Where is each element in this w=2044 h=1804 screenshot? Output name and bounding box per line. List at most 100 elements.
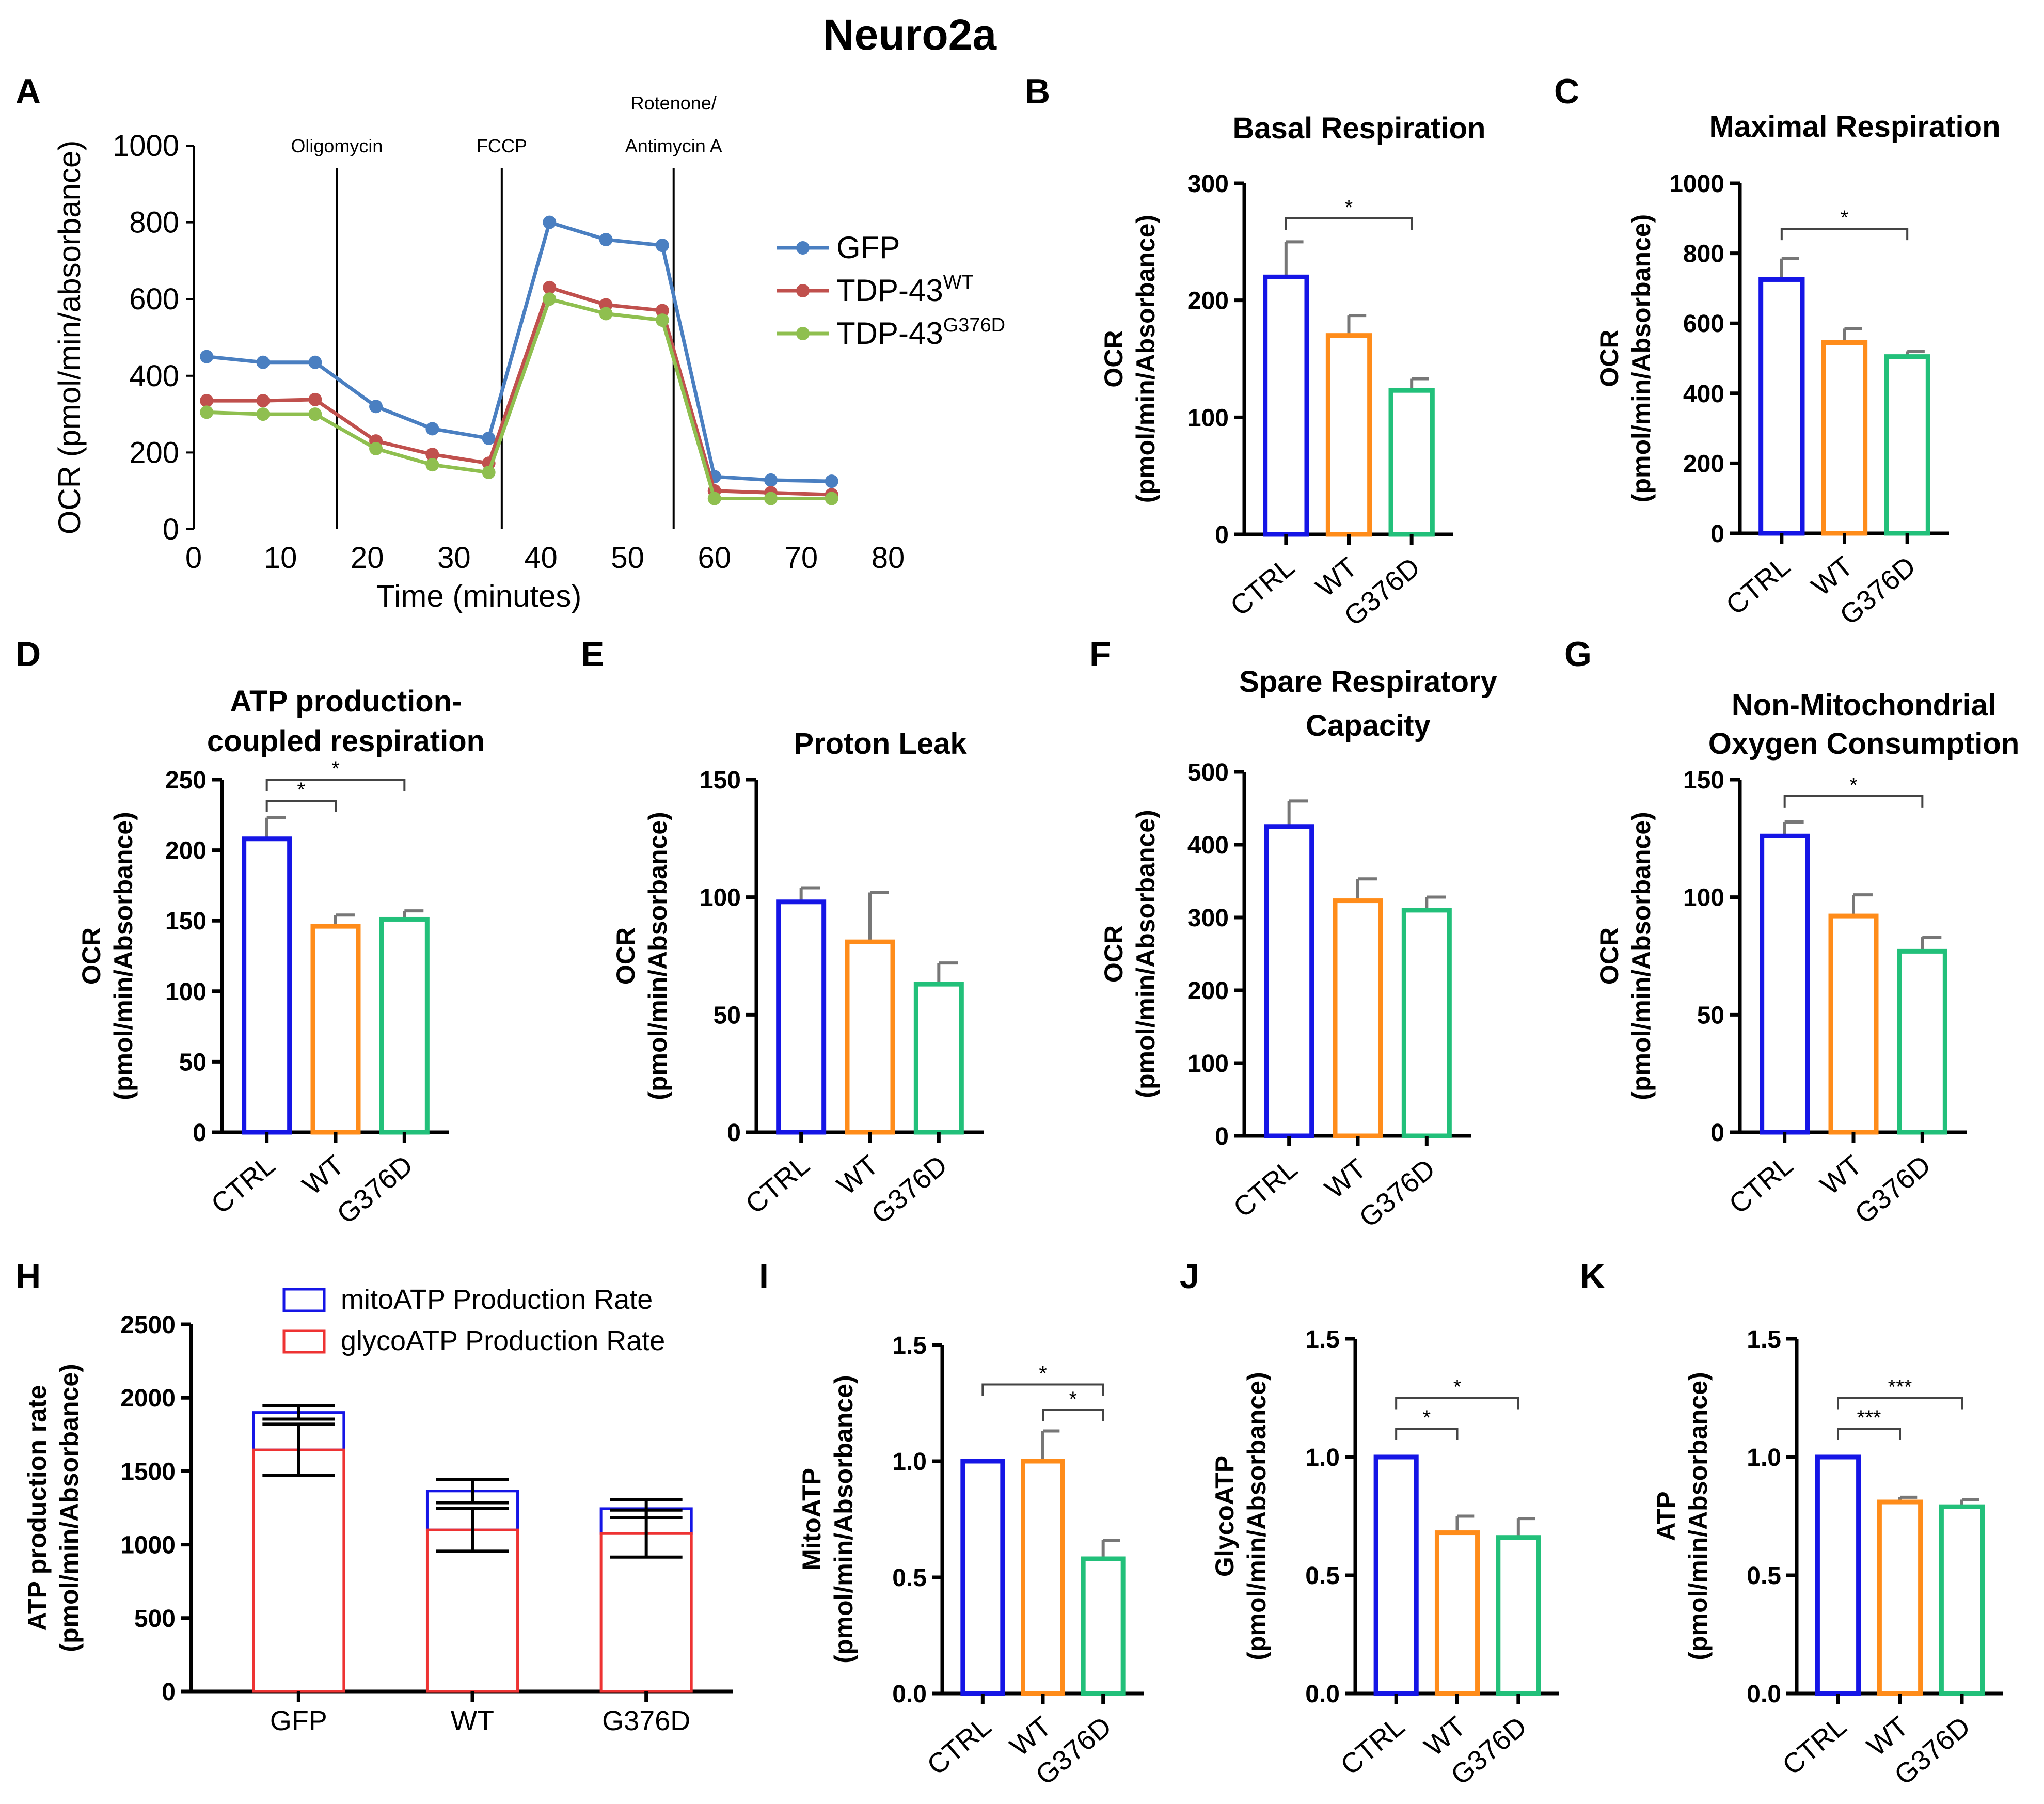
bar-g376d: [1897, 948, 1947, 1135]
significance-bracket: [1042, 1409, 1104, 1421]
y-tick-label: 500: [134, 1605, 176, 1633]
x-tick-label: GFP: [270, 1705, 327, 1736]
y-tick-label: 400: [1187, 832, 1229, 859]
y-tick-label: 600: [129, 282, 179, 316]
bar-glyco-g376d: [599, 1532, 693, 1693]
data-point: [482, 466, 496, 480]
y-axis-label: (pmol/min/Absorbance): [55, 1364, 84, 1652]
legend-label: GFP: [836, 230, 900, 265]
bar-ctrl: [960, 1459, 1005, 1696]
panel-letter: H: [15, 1257, 41, 1296]
significance-bracket: [1837, 1397, 1963, 1410]
injection-label: Oligomycin: [291, 135, 383, 156]
y-tick-label: 200: [165, 837, 207, 865]
y-tick-label: 0: [1215, 521, 1229, 549]
y-tick-label: 1.5: [1747, 1326, 1781, 1353]
y-tick-label: 0: [162, 1679, 176, 1706]
data-point: [200, 394, 214, 408]
y-tick-label: 150: [1683, 767, 1724, 794]
y-axis-label: (pmol/min/Absorbance): [829, 1375, 858, 1663]
panel-letter: J: [1180, 1257, 1199, 1296]
panel-c: C Maximal Respiration 0 200 400 600 800 1000 CTR…: [1554, 72, 2001, 631]
y-tick-label: 1000: [120, 1532, 176, 1559]
panel-title: Maximal Respiration: [1709, 110, 2000, 144]
bar-glyco-wt: [425, 1528, 519, 1693]
significance-bracket: [1285, 217, 1413, 230]
significance-bracket: [981, 1383, 1104, 1396]
y-tick-label: 0: [1710, 1119, 1724, 1147]
data-point: [825, 492, 838, 505]
significance-label: *: [331, 757, 340, 780]
y-axis-label: OCR: [611, 927, 640, 985]
y-tick-label: 500: [1187, 759, 1229, 786]
y-axis-label: ATP: [1652, 1491, 1681, 1541]
panel-letter: A: [15, 72, 41, 111]
legend-label: TDP-43G376D: [836, 314, 1005, 351]
y-axis-label: (pmol/min/Absorbance): [1242, 1372, 1271, 1660]
y-tick-label: 0: [727, 1119, 741, 1147]
panel-title: Spare Respiratory: [1239, 665, 1497, 699]
data-point: [482, 431, 496, 445]
y-tick-label: 300: [1187, 170, 1229, 198]
x-tick-label: CTRL: [921, 1711, 997, 1781]
data-point: [599, 307, 613, 321]
panel-g: G Non-Mitochondrial Oxygen Consumption 0 50 1…: [1564, 635, 2019, 1230]
x-tick-label: CTRL: [1335, 1711, 1411, 1781]
data-point: [308, 392, 322, 406]
panel-letter: E: [581, 635, 604, 674]
x-tick-label: 0: [185, 541, 202, 575]
y-tick-label: 800: [1683, 241, 1724, 268]
data-point: [308, 407, 322, 421]
y-tick-label: 0: [163, 513, 179, 546]
y-tick-label: 100: [1683, 884, 1724, 912]
legend-label: glycoATP Production Rate: [341, 1325, 665, 1356]
y-axis-label: OCR (pmol/min/absorbance): [52, 140, 87, 535]
panel-title: Non-Mitochondrial: [1732, 688, 1996, 722]
x-tick-label: G376D: [1353, 1153, 1441, 1233]
significance-label: *: [1423, 1406, 1431, 1429]
legend-label: mitoATP Production Rate: [341, 1284, 653, 1315]
x-tick-label: CTRL: [1777, 1711, 1852, 1781]
bar-g376d: [1496, 1535, 1541, 1696]
y-axis-label: OCR: [77, 927, 106, 985]
y-tick-label: 50: [1697, 1002, 1724, 1029]
significance-label: *: [1453, 1376, 1462, 1399]
bar-g376d: [1081, 1556, 1126, 1696]
bar-glyco-gfp: [252, 1448, 345, 1693]
data-point: [200, 350, 214, 363]
data-point: [200, 405, 214, 419]
y-tick-label: 1.5: [1305, 1326, 1340, 1353]
series-line-2: [207, 297, 832, 501]
significance-bracket: [1780, 228, 1909, 241]
y-axis-label: (pmol/min/Absorbance): [1131, 215, 1160, 503]
y-axis-label: (pmol/min/Absorbance): [1627, 214, 1656, 502]
bar-wt: [1821, 340, 1868, 536]
panel-title: coupled respiration: [207, 724, 485, 758]
y-tick-label: 200: [129, 436, 179, 469]
significance-label: *: [297, 779, 306, 801]
injection-label: FCCP: [477, 135, 527, 156]
y-tick-label: 0: [1215, 1123, 1229, 1150]
y-tick-label: 300: [1187, 905, 1229, 932]
injection-label-top: Rotenone/: [631, 92, 717, 114]
panel-d: D ATP production-coupled respiration 0 50 10…: [15, 635, 485, 1230]
panel-letter: I: [759, 1257, 769, 1296]
x-tick-label: 40: [524, 541, 558, 575]
data-point: [425, 448, 439, 462]
legend-marker: [796, 284, 810, 297]
data-point: [256, 355, 270, 369]
legend-label: TDP-43WT: [836, 272, 974, 308]
injection-label: Antimycin A: [625, 135, 722, 156]
x-axis-label: Time (minutes): [376, 579, 582, 613]
y-tick-label: 50: [714, 1002, 741, 1029]
bar-ctrl: [776, 899, 827, 1135]
significance-label: *: [1345, 196, 1353, 219]
bar-wt: [310, 924, 361, 1135]
bar-wt: [845, 939, 895, 1135]
y-axis-label: OCR: [1099, 925, 1128, 983]
y-tick-label: 2000: [120, 1385, 176, 1412]
x-tick-label: 10: [264, 541, 297, 575]
significance-bracket: [265, 799, 337, 812]
data-point: [308, 355, 322, 369]
